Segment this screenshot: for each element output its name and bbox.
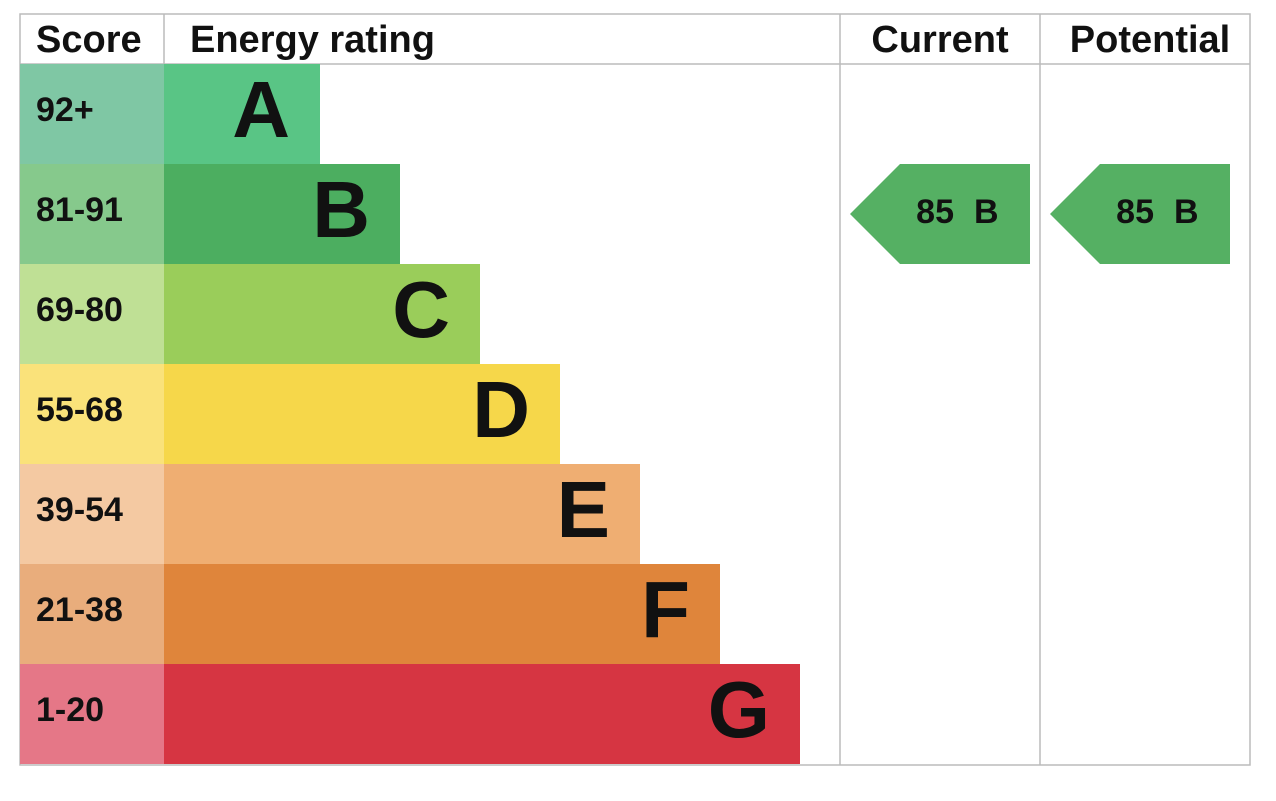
indicator-value: 85 [1116,193,1154,231]
score-cell [20,664,164,764]
rating-bar [164,464,640,564]
score-label: 1-20 [36,691,104,729]
header-current: Current [871,19,1009,61]
rating-bar [164,364,560,464]
rating-letter: C [392,265,450,354]
score-cell [20,364,164,464]
header-score: Score [36,19,142,61]
score-label: 69-80 [36,291,123,329]
rating-bar [164,564,720,664]
rating-letter: D [472,365,530,454]
rating-arrow [850,164,1030,264]
indicator-value: 85 [916,193,954,231]
score-cell [20,164,164,264]
score-label: 92+ [36,91,94,129]
potential-indicator: 85 B [1050,164,1230,264]
rating-arrow [1050,164,1230,264]
score-cell [20,564,164,664]
rating-bar [164,164,400,264]
rating-letter: A [232,65,290,154]
score-cell [20,64,164,164]
indicator-rating: B [1174,193,1199,231]
score-label: 21-38 [36,591,123,629]
score-cell [20,264,164,364]
rating-bar [164,664,800,764]
rating-letter: G [708,665,770,754]
score-cell [20,464,164,564]
rating-letter: F [641,565,690,654]
rating-letter: B [312,165,370,254]
score-label: 39-54 [36,491,123,529]
current-indicator: 85 B [850,164,1030,264]
header-potential: Potential [1070,19,1230,61]
indicator-rating: B [974,193,999,231]
header-energy-rating: Energy rating [190,19,435,61]
rating-bar [164,264,480,364]
score-label: 81-91 [36,191,123,229]
rating-letter: E [557,465,610,554]
score-label: 55-68 [36,391,123,429]
rating-bar [164,64,320,164]
